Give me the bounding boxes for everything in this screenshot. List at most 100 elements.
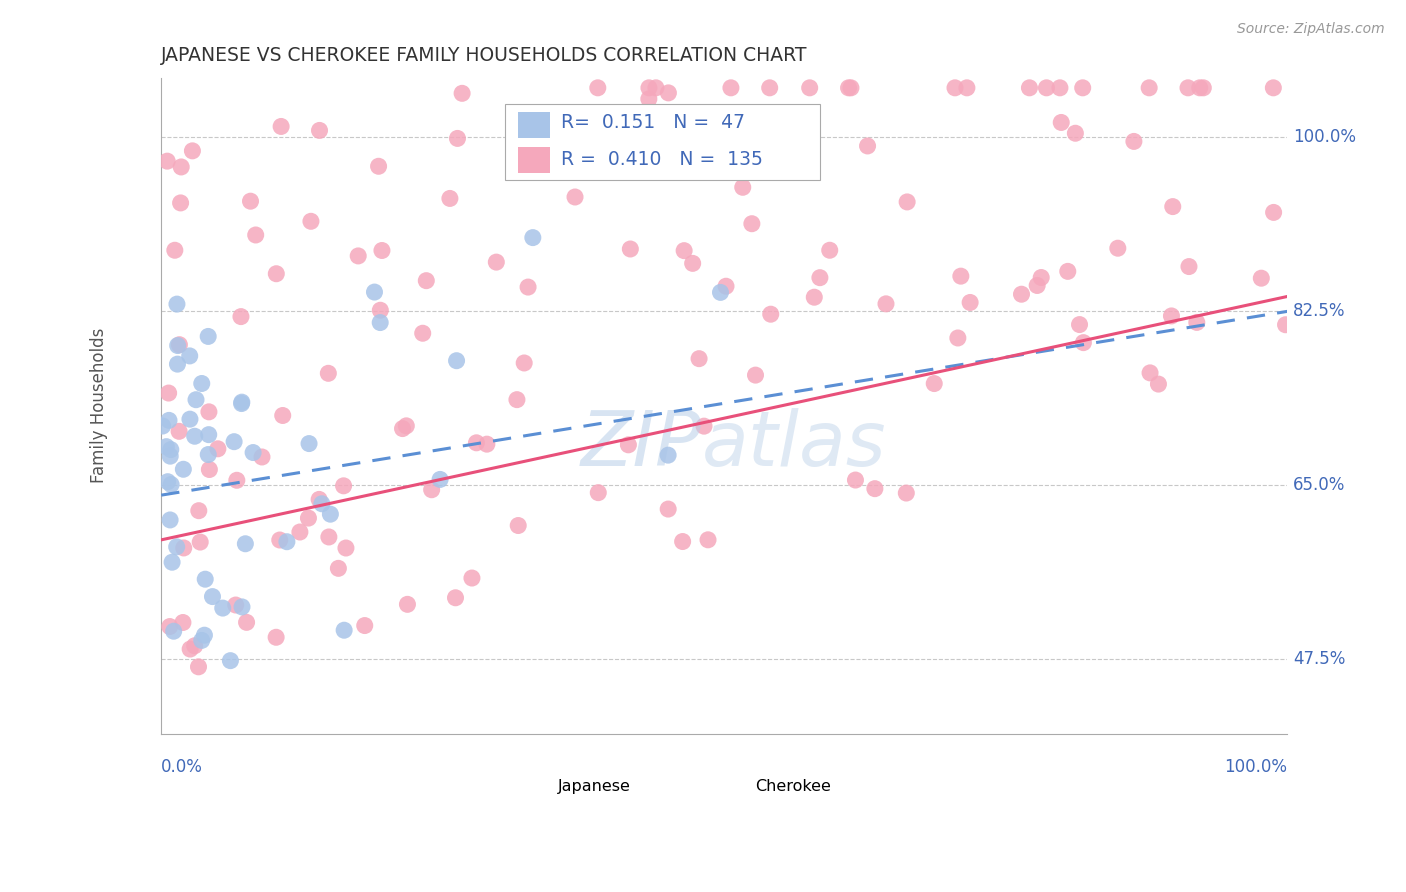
Point: [637, 92, 659, 106]
Text: Cherokee: Cherokee: [755, 780, 831, 794]
Point: [586, 80, 609, 95]
Point: [159, 619, 181, 633]
Point: [844, 473, 866, 487]
Point: [720, 80, 742, 95]
Point: [183, 639, 205, 653]
Point: [190, 633, 212, 648]
Point: [439, 191, 461, 205]
Point: [264, 630, 287, 644]
Point: [188, 535, 211, 549]
Point: [657, 448, 679, 462]
Point: [231, 396, 253, 410]
Point: [1178, 260, 1201, 274]
Point: [741, 217, 763, 231]
Point: [152, 419, 174, 434]
Point: [166, 338, 188, 352]
Point: [1263, 80, 1285, 95]
Point: [391, 421, 413, 435]
Point: [803, 290, 825, 304]
FancyBboxPatch shape: [519, 112, 550, 138]
Point: [242, 445, 264, 459]
Point: [190, 376, 212, 391]
Point: [412, 326, 434, 341]
Point: [564, 190, 586, 204]
Point: [856, 139, 879, 153]
Point: [201, 590, 224, 604]
Point: [225, 598, 247, 612]
Point: [446, 353, 468, 368]
Point: [169, 337, 191, 351]
Point: [181, 144, 204, 158]
Point: [1250, 271, 1272, 285]
Point: [160, 555, 183, 569]
Text: Source: ZipAtlas.com: Source: ZipAtlas.com: [1237, 22, 1385, 37]
Point: [198, 462, 221, 476]
Point: [225, 473, 247, 487]
Point: [157, 413, 180, 427]
Point: [1192, 80, 1215, 95]
Point: [166, 540, 188, 554]
Point: [239, 194, 262, 209]
Point: [179, 349, 201, 363]
FancyBboxPatch shape: [724, 778, 749, 797]
Point: [363, 285, 385, 299]
Point: [159, 513, 181, 527]
Point: [839, 80, 862, 95]
Point: [465, 435, 488, 450]
Point: [318, 530, 340, 544]
Point: [197, 448, 219, 462]
Text: 82.5%: 82.5%: [1294, 302, 1346, 320]
Point: [444, 591, 467, 605]
Point: [219, 654, 242, 668]
Point: [328, 561, 350, 575]
Point: [799, 80, 821, 95]
Point: [672, 534, 695, 549]
Point: [1263, 205, 1285, 219]
Point: [299, 214, 322, 228]
Point: [229, 310, 252, 324]
Point: [661, 107, 683, 121]
Point: [163, 624, 186, 639]
Point: [308, 492, 330, 507]
Point: [759, 307, 782, 321]
Point: [513, 356, 536, 370]
Point: [198, 405, 221, 419]
Point: [179, 642, 201, 657]
Point: [194, 572, 217, 586]
Point: [245, 227, 267, 242]
Point: [1147, 377, 1170, 392]
Point: [155, 440, 177, 454]
Point: [395, 418, 418, 433]
Point: [197, 427, 219, 442]
Point: [1274, 318, 1296, 332]
Point: [949, 269, 972, 284]
Point: [250, 450, 273, 464]
Point: [956, 80, 979, 95]
Point: [758, 80, 780, 95]
Point: [429, 472, 451, 486]
Point: [1018, 80, 1040, 95]
Point: [1177, 80, 1199, 95]
Point: [193, 628, 215, 642]
Point: [156, 154, 179, 169]
Text: 47.5%: 47.5%: [1294, 650, 1346, 668]
Point: [231, 599, 253, 614]
Point: [818, 244, 841, 258]
Point: [318, 367, 340, 381]
Point: [1011, 287, 1033, 301]
Point: [276, 534, 298, 549]
Point: [506, 392, 529, 407]
Point: [415, 274, 437, 288]
Point: [231, 395, 253, 409]
Point: [731, 180, 754, 194]
Point: [714, 279, 737, 293]
Text: 65.0%: 65.0%: [1294, 476, 1346, 494]
Point: [1064, 126, 1087, 140]
Point: [179, 412, 201, 426]
Point: [688, 351, 710, 366]
Point: [1161, 200, 1184, 214]
Point: [1069, 318, 1091, 332]
Point: [522, 230, 544, 244]
Text: Family Households: Family Households: [90, 328, 108, 483]
Point: [1160, 309, 1182, 323]
